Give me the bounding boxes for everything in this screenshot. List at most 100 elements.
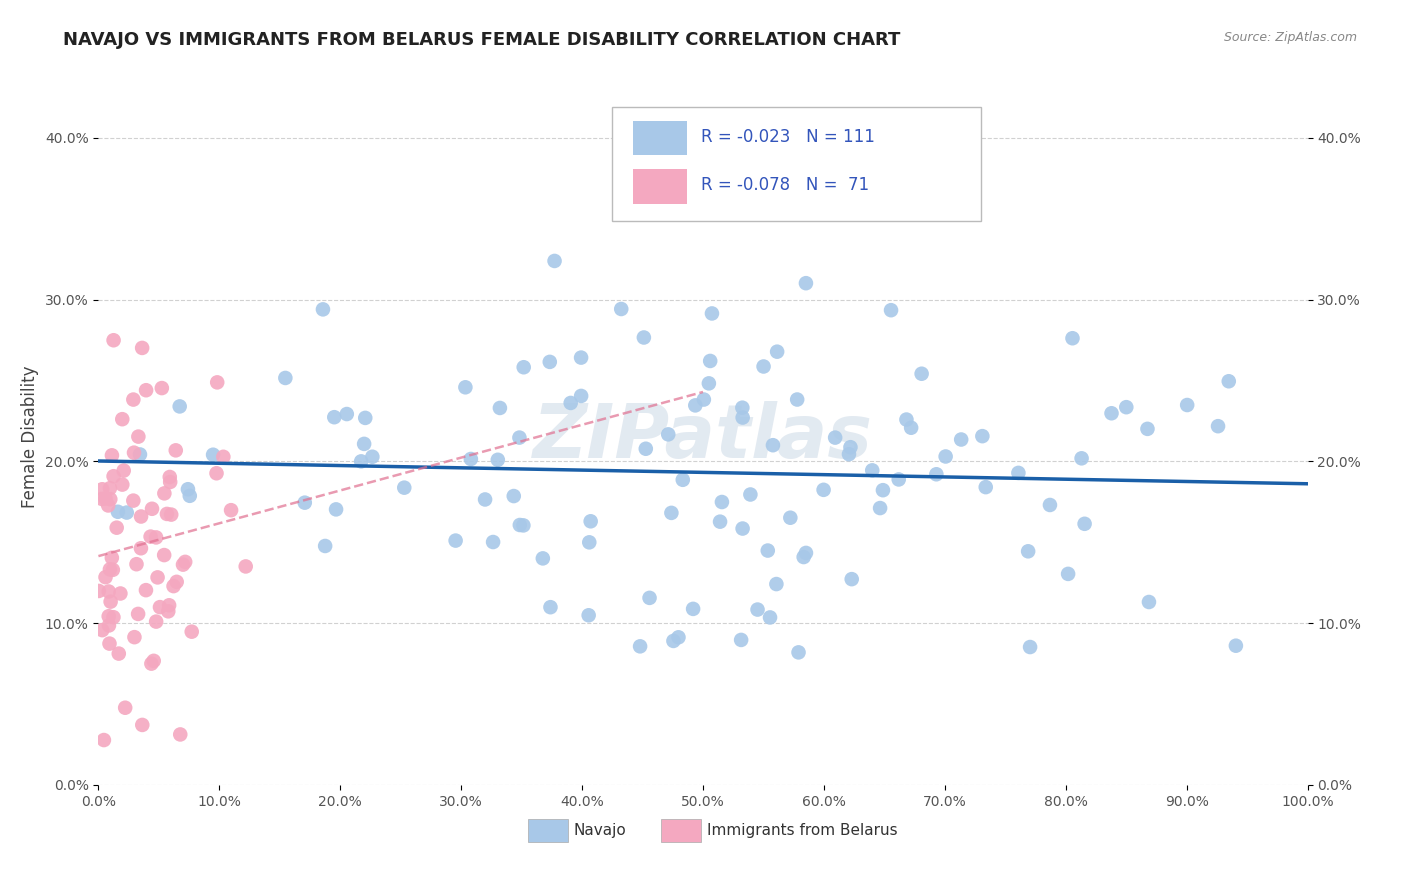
Point — [910, 367, 932, 381]
Point — [350, 454, 373, 468]
Point — [111, 477, 134, 491]
Point — [672, 473, 695, 487]
Point — [710, 495, 733, 509]
Point — [97, 618, 120, 632]
Point — [336, 407, 359, 421]
Point — [486, 452, 509, 467]
Point — [700, 306, 723, 320]
Point — [169, 400, 191, 414]
Point — [205, 376, 228, 390]
Point — [212, 450, 235, 464]
Point — [122, 493, 145, 508]
Point — [887, 472, 910, 486]
Point — [512, 360, 534, 375]
Point — [141, 501, 163, 516]
Point — [97, 584, 120, 599]
Point — [508, 431, 530, 445]
Point — [1007, 466, 1029, 480]
Point — [103, 610, 125, 624]
Point — [111, 412, 134, 426]
Point — [813, 483, 835, 497]
Point — [779, 510, 801, 524]
Point — [135, 583, 157, 598]
Point — [361, 450, 384, 464]
Text: R = -0.023   N = 111: R = -0.023 N = 111 — [700, 128, 875, 145]
Point — [460, 452, 482, 467]
Point — [91, 623, 114, 637]
Point — [794, 276, 817, 290]
Point — [294, 496, 316, 510]
Point — [699, 354, 721, 368]
Point — [141, 657, 163, 671]
Point — [540, 600, 562, 615]
Point — [180, 624, 202, 639]
Point — [112, 464, 135, 478]
Point — [179, 489, 201, 503]
Point — [160, 508, 183, 522]
Point — [731, 410, 754, 425]
Point — [94, 491, 117, 506]
Point — [98, 492, 121, 507]
Point — [730, 632, 752, 647]
Point — [787, 645, 810, 659]
Point — [634, 442, 657, 456]
Point — [114, 700, 136, 714]
Point — [633, 330, 655, 344]
Point — [838, 447, 860, 461]
Point — [935, 450, 957, 464]
Point — [454, 380, 477, 394]
Point — [786, 392, 808, 407]
Point — [731, 401, 754, 415]
Point — [756, 543, 779, 558]
Point — [129, 447, 152, 461]
Point — [766, 344, 789, 359]
Point — [740, 487, 762, 501]
Point — [579, 514, 602, 528]
Point — [131, 718, 153, 732]
Point — [274, 371, 297, 385]
Point — [824, 431, 846, 445]
Point — [314, 539, 336, 553]
Point — [129, 509, 152, 524]
Point — [950, 433, 973, 447]
Point — [1070, 451, 1092, 466]
FancyBboxPatch shape — [633, 169, 688, 204]
Point — [697, 376, 720, 391]
Point — [100, 594, 122, 608]
Point — [323, 410, 346, 425]
Point — [235, 559, 257, 574]
Point — [794, 546, 817, 560]
Point — [1057, 566, 1080, 581]
Point — [1218, 374, 1240, 388]
Point — [709, 515, 731, 529]
Point — [105, 521, 128, 535]
Point — [482, 535, 505, 549]
Text: Immigrants from Belarus: Immigrants from Belarus — [707, 822, 897, 838]
Point — [569, 351, 592, 365]
Point — [156, 507, 179, 521]
Point — [93, 733, 115, 747]
Point — [1017, 544, 1039, 558]
Point — [98, 481, 121, 495]
Point — [205, 467, 228, 481]
Point — [839, 440, 862, 454]
Point — [1101, 406, 1123, 420]
Point — [474, 492, 496, 507]
Point — [149, 600, 172, 615]
Point — [98, 562, 121, 576]
Point — [145, 530, 167, 544]
FancyBboxPatch shape — [613, 106, 981, 221]
Point — [153, 548, 176, 562]
Point — [103, 469, 125, 483]
Point — [489, 401, 512, 415]
Point — [762, 438, 785, 452]
Point — [101, 448, 124, 462]
Point — [110, 586, 132, 600]
Point — [693, 392, 716, 407]
Point — [1136, 422, 1159, 436]
Point — [103, 333, 125, 347]
FancyBboxPatch shape — [633, 120, 688, 155]
Point — [1019, 640, 1042, 654]
Point — [560, 396, 582, 410]
Point — [90, 491, 112, 506]
